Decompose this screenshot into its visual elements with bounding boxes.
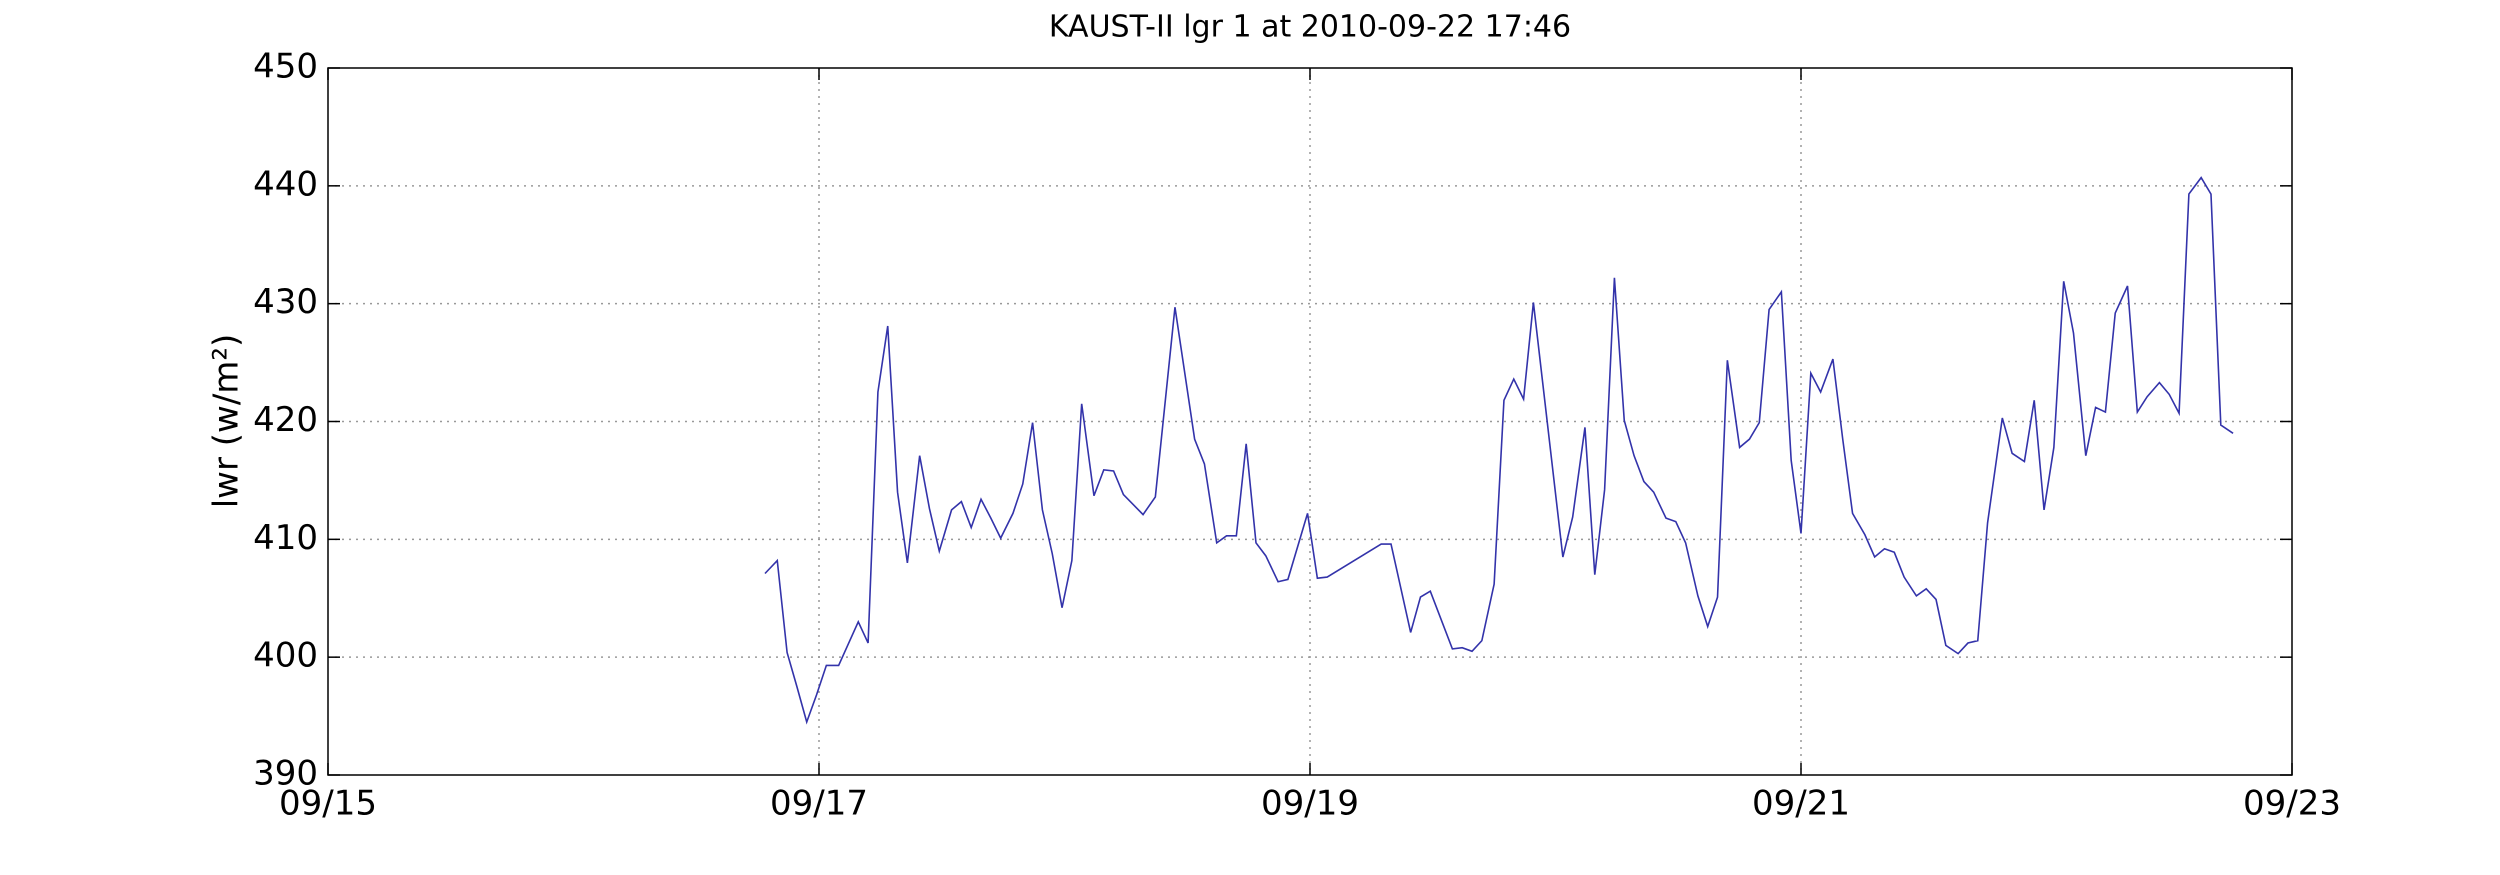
y-tick-label: 390 xyxy=(253,754,318,794)
plot-frame xyxy=(327,67,2293,776)
y-tick-label: 440 xyxy=(253,164,318,204)
y-axis-label: lwr (w/m²) xyxy=(207,334,247,509)
y-tick-label: 420 xyxy=(253,400,318,440)
chart-title: KAUST-II lgr 1 at 2010-09-22 17:46 xyxy=(1049,10,1571,45)
x-tick-label: 09/19 xyxy=(1261,784,1359,824)
x-tick-label: 09/21 xyxy=(1752,784,1850,824)
y-tick-label: 400 xyxy=(253,636,318,676)
y-tick-label: 410 xyxy=(253,518,318,558)
x-tick-label: 09/17 xyxy=(770,784,868,824)
y-tick-label: 430 xyxy=(253,282,318,322)
x-tick-label: 09/23 xyxy=(2243,784,2341,824)
data-line xyxy=(764,176,2234,725)
x-tick-label: 09/15 xyxy=(279,784,377,824)
y-tick-label: 450 xyxy=(253,47,318,87)
